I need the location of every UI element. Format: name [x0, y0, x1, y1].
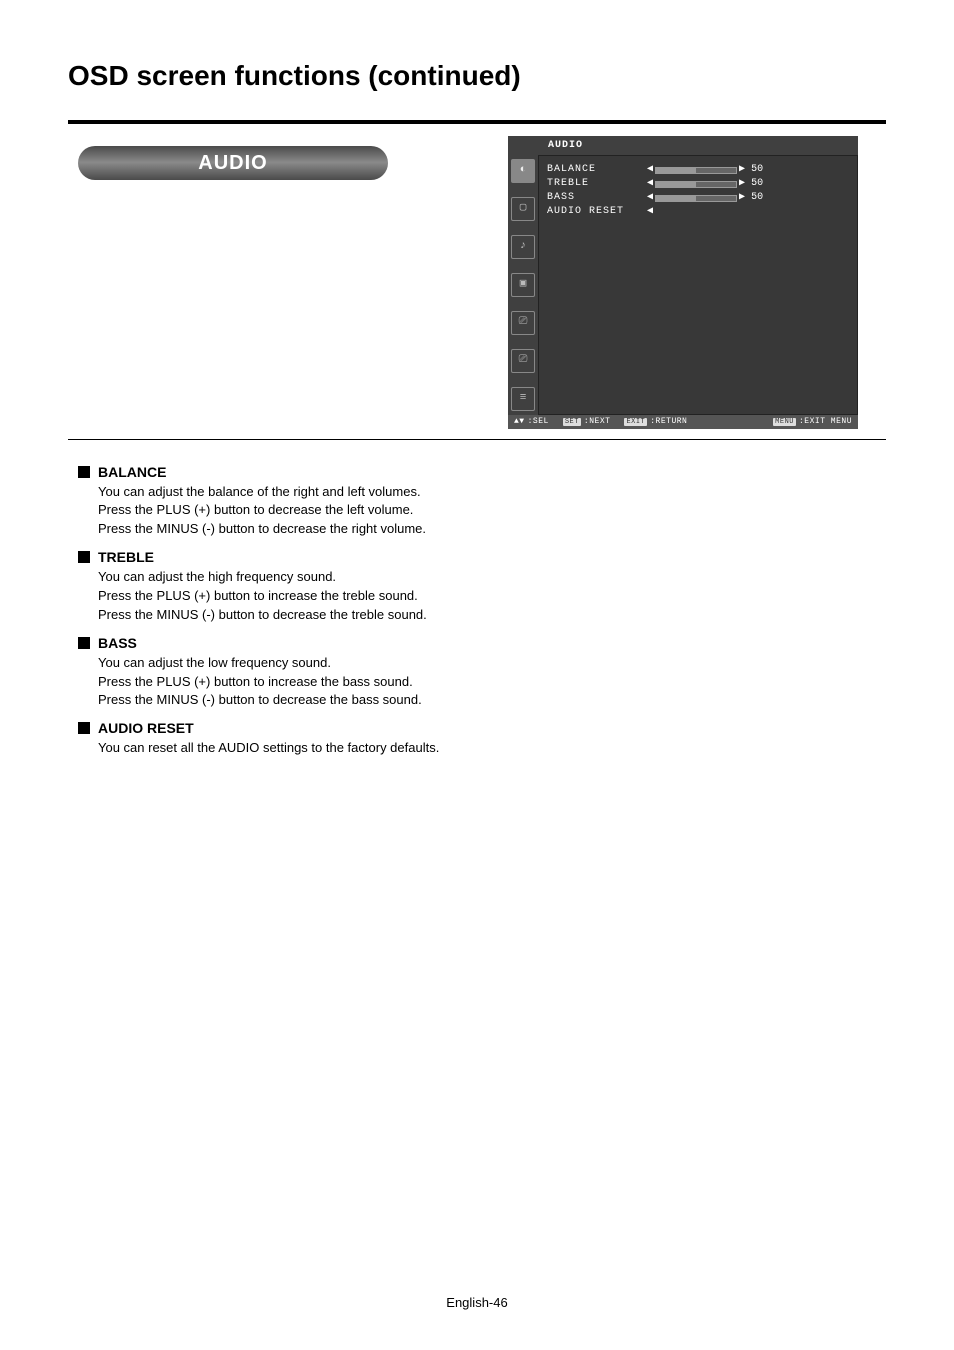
- osd-slider: ◀ ▶ 50: [647, 192, 763, 204]
- description-block: AUDIO RESET You can reset all the AUDIO s…: [78, 720, 886, 758]
- set-badge-icon: SET: [563, 418, 581, 426]
- slider-track: [655, 167, 737, 174]
- description-list: BALANCE You can adjust the balance of the…: [78, 464, 886, 758]
- osd-tab-icon: ♪: [511, 235, 535, 259]
- page-number: English-46: [0, 1295, 954, 1310]
- description-body: You can reset all the AUDIO settings to …: [98, 739, 886, 758]
- triangle-left-icon: ◀: [647, 206, 653, 218]
- description-line: You can reset all the AUDIO settings to …: [98, 739, 886, 758]
- description-heading-text: BASS: [98, 635, 137, 651]
- osd-slider: ◀: [647, 206, 653, 218]
- osd-tab-icon: ≡: [511, 387, 535, 411]
- bullet-square-icon: [78, 722, 90, 734]
- osd-tab-icon: ◐: [511, 159, 535, 183]
- description-block: TREBLE You can adjust the high frequency …: [78, 549, 886, 625]
- osd-setting-label: BASS: [547, 192, 647, 204]
- description-heading: BASS: [78, 635, 886, 651]
- description-body: You can adjust the balance of the right …: [98, 483, 886, 540]
- osd-setting-row: BASS◀ ▶ 50: [547, 192, 849, 204]
- osd-setting-row: TREBLE◀ ▶ 50: [547, 178, 849, 190]
- menu-badge-icon: MENU: [773, 418, 796, 426]
- osd-foot-next: SET:NEXT: [563, 417, 611, 427]
- manual-page: OSD screen functions (continued) AUDIO A…: [0, 0, 954, 1350]
- bullet-square-icon: [78, 466, 90, 478]
- osd-foot-exitmenu-label: :EXIT MENU: [799, 417, 852, 427]
- osd-icon-column: ◐ ▢ ♪ ▣ ⎚ ⎚ ≡: [508, 155, 538, 415]
- description-line: Press the MINUS (-) button to decrease t…: [98, 520, 886, 539]
- osd-setting-label: TREBLE: [547, 178, 647, 190]
- osd-body: ◐▢♪▣⎚⎚≡ BALANCE◀▶50TREBLE◀▶50BASS◀▶50AUD…: [508, 155, 858, 415]
- description-block: BALANCE You can adjust the balance of the…: [78, 464, 886, 540]
- osd-setting-label: BALANCE: [547, 164, 647, 176]
- description-line: You can adjust the balance of the right …: [98, 483, 886, 502]
- osd-foot-sel: ▲▼:SEL: [514, 417, 549, 427]
- slider-fill: [656, 196, 696, 201]
- osd-tab-icon: ▣: [511, 273, 535, 297]
- osd-foot-return: EXIT:RETURN: [624, 417, 687, 427]
- description-line: Press the PLUS (+) button to increase th…: [98, 587, 886, 606]
- triangle-left-icon: ◀: [647, 192, 653, 204]
- description-line: Press the PLUS (+) button to increase th…: [98, 673, 886, 692]
- bullet-square-icon: [78, 637, 90, 649]
- slider-track: [655, 195, 737, 202]
- osd-foot-next-label: :NEXT: [584, 417, 611, 427]
- description-heading: BALANCE: [78, 464, 886, 480]
- slider-value: 50: [751, 192, 763, 204]
- osd-header: AUDIO: [508, 140, 858, 155]
- osd-setting-label: AUDIO RESET: [547, 206, 647, 218]
- rule-thick: [68, 120, 886, 124]
- description-block: BASS You can adjust the low frequency sou…: [78, 635, 886, 711]
- osd-tab-icon: ▢: [511, 197, 535, 221]
- description-line: Press the PLUS (+) button to decrease th…: [98, 501, 886, 520]
- description-body: You can adjust the low frequency sound.P…: [98, 654, 886, 711]
- osd-footer: ▲▼:SEL SET:NEXT EXIT:RETURN MENU:EXIT ME…: [508, 415, 858, 429]
- description-heading-text: TREBLE: [98, 549, 154, 565]
- section-pill-audio: AUDIO: [78, 146, 388, 180]
- updown-icon: ▲▼: [514, 417, 525, 427]
- rule-thin: [68, 439, 886, 440]
- triangle-right-icon: ▶: [739, 178, 745, 190]
- osd-foot-sel-label: :SEL: [528, 417, 549, 427]
- description-line: Press the MINUS (-) button to decrease t…: [98, 691, 886, 710]
- description-heading-text: BALANCE: [98, 464, 166, 480]
- slider-value: 50: [751, 164, 763, 176]
- osd-setting-row: BALANCE◀ ▶ 50: [547, 164, 849, 176]
- osd-slider: ◀ ▶ 50: [647, 164, 763, 176]
- description-body: You can adjust the high frequency sound.…: [98, 568, 886, 625]
- slider-track: [655, 181, 737, 188]
- top-row: AUDIO AUDIO ◐▢♪▣⎚⎚≡ BALANCE◀▶50TREBLE◀▶5…: [68, 136, 886, 429]
- osd-slider: ◀ ▶ 50: [647, 178, 763, 190]
- page-title: OSD screen functions (continued): [68, 60, 886, 92]
- osd-content-panel: BALANCE◀▶50TREBLE◀▶50BASS◀▶50AUDIO RESET…: [538, 155, 858, 415]
- osd-foot-exitmenu: MENU:EXIT MENU: [773, 417, 852, 427]
- slider-value: 50: [751, 178, 763, 190]
- triangle-right-icon: ▶: [739, 192, 745, 204]
- triangle-right-icon: ▶: [739, 164, 745, 176]
- slider-fill: [656, 168, 696, 173]
- description-line: You can adjust the high frequency sound.: [98, 568, 886, 587]
- osd-tab-icon: ⎚: [511, 311, 535, 335]
- osd-setting-row: AUDIO RESET◀: [547, 206, 849, 218]
- description-line: Press the MINUS (-) button to decrease t…: [98, 606, 886, 625]
- triangle-left-icon: ◀: [647, 164, 653, 176]
- exit-badge-icon: EXIT: [624, 418, 647, 426]
- osd-screenshot: AUDIO ◐▢♪▣⎚⎚≡ BALANCE◀▶50TREBLE◀▶50BASS◀…: [508, 136, 858, 429]
- osd-foot-return-label: :RETURN: [650, 417, 687, 427]
- description-line: You can adjust the low frequency sound.: [98, 654, 886, 673]
- slider-fill: [656, 182, 696, 187]
- description-heading: TREBLE: [78, 549, 886, 565]
- description-heading-text: AUDIO RESET: [98, 720, 194, 736]
- bullet-square-icon: [78, 551, 90, 563]
- description-heading: AUDIO RESET: [78, 720, 886, 736]
- osd-tab-icon: ⎚: [511, 349, 535, 373]
- triangle-left-icon: ◀: [647, 178, 653, 190]
